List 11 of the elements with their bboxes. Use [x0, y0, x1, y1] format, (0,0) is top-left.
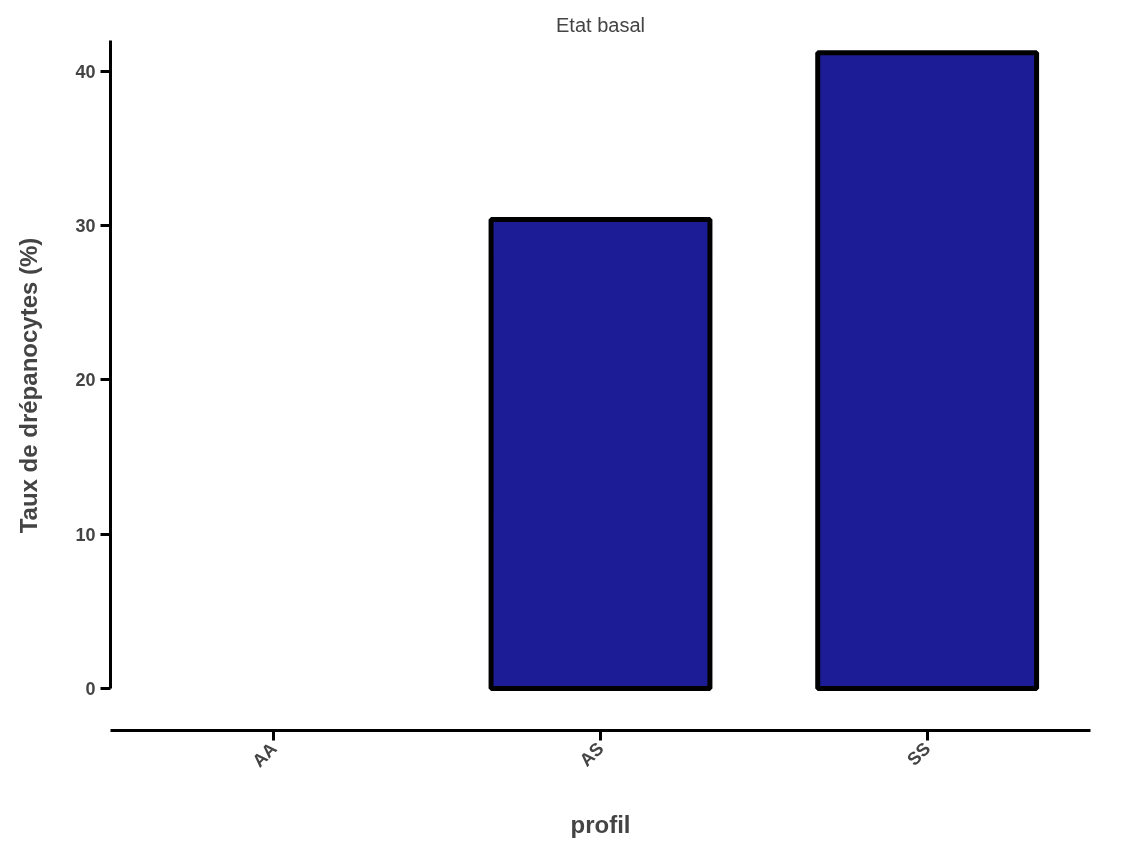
y-tick-label: 10: [75, 524, 96, 545]
y-axis-title: Taux de drépanocytes (%): [15, 237, 43, 534]
x-axis-title: profil: [570, 811, 631, 839]
x-tick-label: AA: [248, 738, 281, 771]
x-tick-label: AS: [575, 738, 608, 771]
y-tick-label: 20: [75, 370, 96, 391]
y-tick-label: 0: [85, 678, 96, 699]
x-tick-label: SS: [903, 738, 935, 770]
y-tick-label: 40: [75, 61, 96, 82]
chart-title: Etat basal: [556, 13, 645, 36]
y-tick-label: 30: [75, 216, 96, 237]
